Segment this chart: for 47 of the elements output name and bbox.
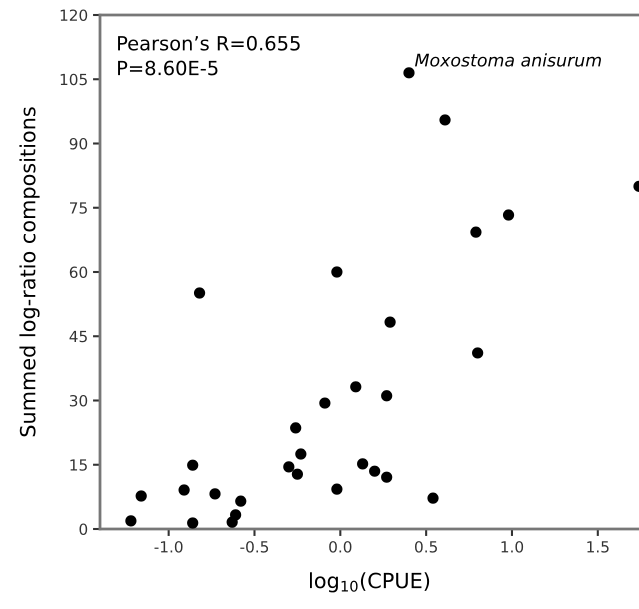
point [381, 472, 392, 483]
y-axis-title: Summed log-ratio compositions [19, 107, 40, 436]
point [292, 468, 304, 480]
x-tick-label: 1.5 [587, 541, 609, 553]
y-tick-label: 30 [70, 394, 88, 407]
point [187, 517, 198, 529]
point [502, 209, 514, 221]
point [235, 496, 246, 507]
point [369, 466, 380, 477]
point [295, 448, 306, 460]
y-tick-label: 60 [70, 266, 88, 278]
point [226, 516, 238, 528]
y-tick-label: 90 [70, 138, 88, 150]
y-tick-label: 75 [70, 202, 87, 214]
point [403, 67, 415, 78]
x-tick-label: -0.5 [240, 541, 268, 553]
point [178, 484, 190, 496]
point [209, 488, 221, 500]
point [290, 422, 302, 434]
point [136, 490, 147, 502]
y-tick-label: 45 [70, 330, 87, 342]
point [319, 397, 330, 409]
point [350, 381, 362, 392]
x-tick-label: 0.5 [415, 541, 437, 553]
x-tick-label: -1.0 [154, 541, 183, 553]
point [472, 347, 484, 359]
x-tick-label: 1.0 [502, 541, 524, 553]
point [331, 484, 342, 495]
y-tick-label: 0 [79, 523, 88, 536]
point [357, 458, 368, 470]
annotation: Pearson’s R=0.655 P=8.60E-5 [118, 36, 300, 76]
y-tick-label: 105 [60, 74, 87, 86]
point [283, 461, 294, 472]
y-tick-label: 15 [70, 459, 87, 471]
point [187, 460, 198, 471]
y-tick-label: 120 [60, 9, 88, 22]
point [331, 266, 342, 278]
x-axis-title: log$_{10}$(CPUE) [310, 572, 430, 592]
point [470, 226, 482, 238]
x-tick-label: 0.0 [329, 541, 352, 553]
point [194, 287, 206, 299]
point [125, 515, 137, 526]
point [381, 390, 392, 402]
point [439, 114, 451, 126]
point [427, 492, 439, 504]
annotation: Moxostoma anisurum [415, 53, 601, 67]
point [384, 316, 396, 328]
